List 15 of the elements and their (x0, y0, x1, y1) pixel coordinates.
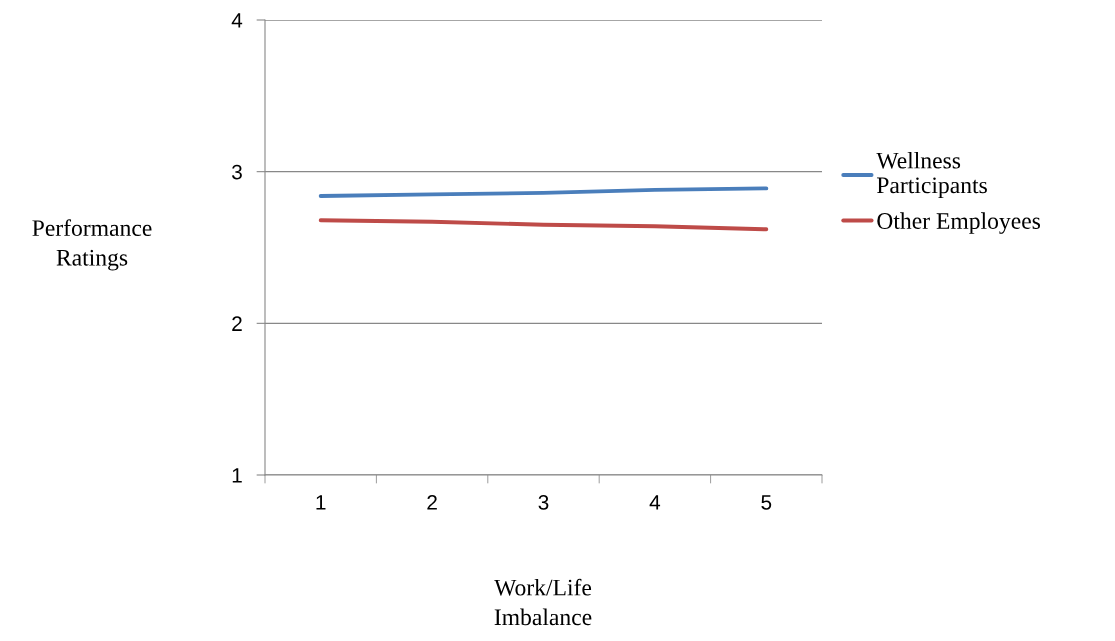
legend-label: Wellness Participants (876, 151, 987, 199)
y-tick-label: 4 (231, 13, 243, 28)
y-tick-label: 1 (232, 468, 242, 483)
x-tick-label: 1 (316, 495, 326, 510)
x-tick-label: 2 (427, 494, 437, 510)
legend-label: Other Employees (877, 212, 1041, 234)
line-series (318, 218, 769, 232)
line-series (318, 186, 769, 198)
x-tick-label: 3 (538, 494, 549, 510)
y-tick-label: 2 (232, 316, 242, 331)
x-tick-label: 4 (649, 495, 661, 510)
y-axis-title: Performance Ratings (32, 219, 152, 271)
x-axis-title: Work/Life Imbalance (494, 578, 592, 626)
x-tick-label: 5 (761, 495, 772, 510)
y-tick-label: 3 (231, 164, 242, 180)
